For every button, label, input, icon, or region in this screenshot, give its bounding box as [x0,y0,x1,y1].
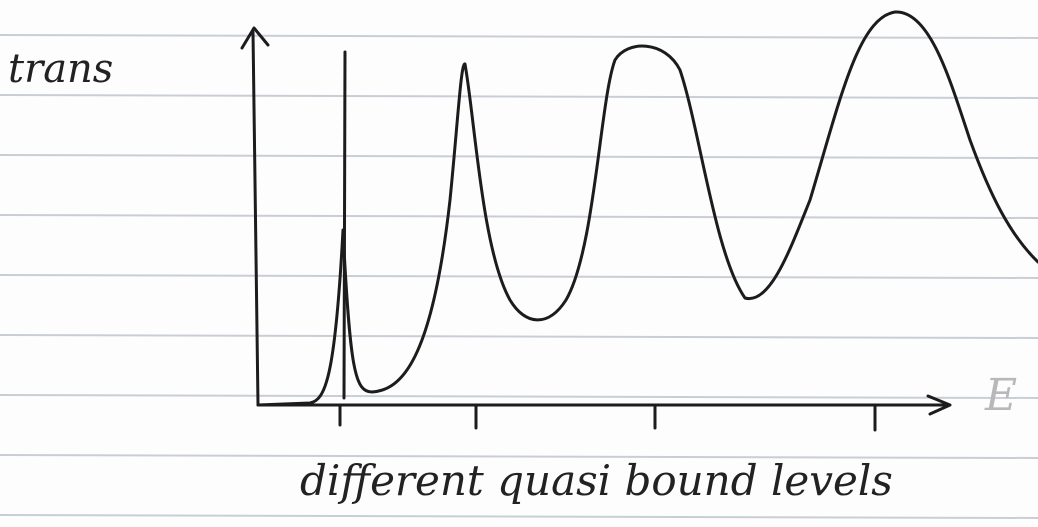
y-axis-label: trans [8,46,113,92]
x-axis [258,396,950,414]
spike-line [344,52,345,398]
sketch: trans E different quasi bound levels [0,0,1038,527]
x-axis-label: E [984,370,1017,421]
level-ticks [340,405,875,430]
paper-lines [0,35,1038,518]
page: trans E different quasi bound levels [0,0,1038,527]
transmission-curve [258,12,1038,405]
caption: different quasi bound levels [300,456,893,505]
